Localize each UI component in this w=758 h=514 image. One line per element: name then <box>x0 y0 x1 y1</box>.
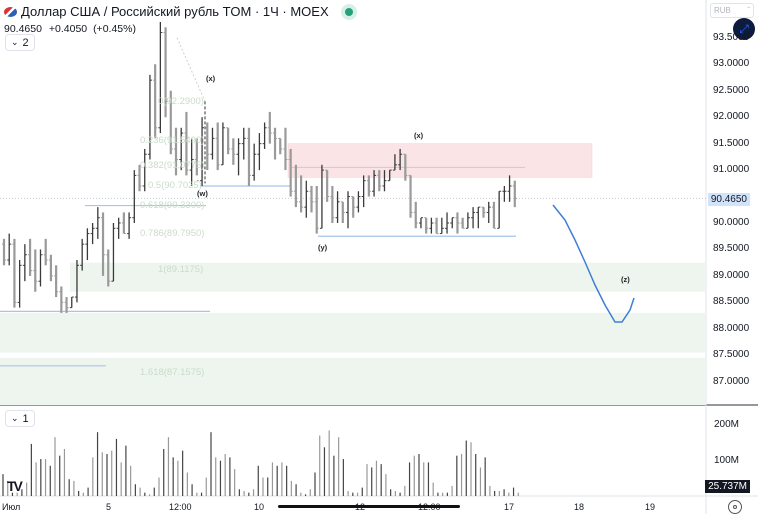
price-change-pct: (+0.45%) <box>93 23 136 35</box>
price-summary: 90.4650 +0.4050 (+0.45%) <box>4 23 353 35</box>
symbol-title[interactable]: Доллар США / Российский рубль TOM · 1Ч ·… <box>21 4 329 19</box>
wave-label[interactable]: (y) <box>318 243 328 252</box>
settings-icon <box>733 505 737 509</box>
last-volume-tag: 25.737M <box>705 480 750 493</box>
fit-chart-button[interactable]: ⤢ <box>733 18 755 40</box>
price-tick: 93.0000 <box>713 58 750 70</box>
price-change: +0.4050 <box>48 23 88 35</box>
price-tick: 92.5000 <box>713 84 750 96</box>
fib-level-label: 0.618(90.3300) <box>140 199 205 211</box>
price-tick: 90.0000 <box>713 217 750 228</box>
chart-settings-button[interactable] <box>728 500 742 514</box>
price-tick: 91.5000 <box>713 137 750 149</box>
price-tick: 88.5000 <box>713 296 750 308</box>
fib-level-label: 1(89.1175) <box>158 263 204 275</box>
time-tick: 17 <box>504 502 515 512</box>
market-status-icon[interactable] <box>344 7 353 16</box>
usd-rub-flag-icon <box>4 6 17 17</box>
time-tick: 12:00 <box>169 502 192 512</box>
fib-zone <box>70 262 706 292</box>
volume-pane-collapse-button[interactable]: ⌄ 1 <box>5 410 35 427</box>
time-scrollbar[interactable] <box>278 505 460 508</box>
fib-level-label: 0(92.2900) <box>158 95 204 107</box>
price-tick: 91.0000 <box>713 164 750 176</box>
price-tick: 92.0000 <box>713 111 750 123</box>
volume-tick: 200M <box>714 419 740 430</box>
time-tick: Июл <box>2 502 21 512</box>
resistance-zone <box>287 143 593 178</box>
collapsed-indicators-count: 2 <box>22 36 29 49</box>
fib-level-label: 1.618(87.1575) <box>140 367 205 379</box>
fib-zone <box>0 312 706 353</box>
fib-level-label: 0.786(89.7950) <box>140 227 205 239</box>
currency-value: RUB <box>714 6 731 15</box>
price-tick: 89.5000 <box>713 243 750 255</box>
tradingview-logo[interactable]: TV <box>7 478 23 494</box>
price-tick: 93.5000 <box>713 31 750 43</box>
price-tick: 88.0000 <box>713 322 750 334</box>
chevron-down-icon: ˇ <box>747 6 750 15</box>
time-tick: 5 <box>106 502 112 512</box>
projection-path <box>552 204 635 323</box>
wave-label[interactable]: (x) <box>206 74 216 83</box>
price-tick: 87.5000 <box>713 349 750 361</box>
chevron-down-icon: ⌄ <box>11 413 19 423</box>
wave-label[interactable]: (z) <box>621 275 630 284</box>
volume-tick: 100M <box>714 455 740 466</box>
last-price: 90.4650 <box>4 23 42 35</box>
fib-level-label: 0.236(91.5490) <box>140 135 205 147</box>
price-tick: 89.0000 <box>713 269 750 281</box>
price-tick: 87.0000 <box>713 375 750 387</box>
wave-label[interactable]: (x) <box>414 131 424 140</box>
currency-select[interactable]: RUB ˇ <box>710 3 754 18</box>
fib-zone <box>0 357 706 405</box>
fib-level-label: 0.382(91.0775) <box>140 160 205 171</box>
fib-level-label: 0.5(90.7025) <box>148 179 202 191</box>
symbol-header: Доллар США / Российский рубль TOM · 1Ч ·… <box>4 4 353 35</box>
time-tick: 10 <box>254 502 265 512</box>
wave-label[interactable]: (w) <box>197 189 208 198</box>
time-tick: 18 <box>574 502 585 512</box>
fib-trendline <box>176 37 206 102</box>
chevron-down-icon: ⌄ <box>11 37 19 47</box>
collapse-arrows-icon: ⤢ <box>739 21 749 36</box>
time-tick: 19 <box>645 502 656 512</box>
collapsed-indicators-count: 1 <box>22 412 29 425</box>
last-price-tag: 90.4650 <box>707 193 750 206</box>
price-pane-collapse-button[interactable]: ⌄ 2 <box>5 34 35 51</box>
